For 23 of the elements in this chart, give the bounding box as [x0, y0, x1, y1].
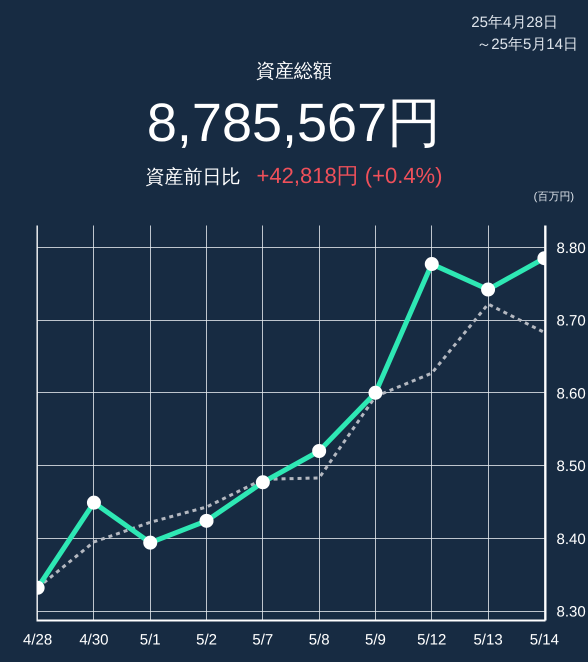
y-tick-label: 8.80	[556, 240, 586, 257]
y-tick-label: 8.50	[556, 458, 586, 476]
chart-title: 資産総額	[255, 60, 333, 84]
x-tick-label: 5/14	[530, 632, 559, 648]
x-tick-label: 5/7	[252, 632, 274, 648]
x-tick-label: 4/30	[79, 632, 109, 648]
y-tick-label: 8.60	[556, 385, 586, 402]
x-tick-label: 5/8	[308, 632, 330, 648]
x-tick-label: 5/12	[417, 632, 446, 648]
x-tick-label: 5/13	[473, 632, 503, 648]
x-tick-label: 5/9	[365, 632, 386, 648]
text: +42,818円 (+0.4%)	[256, 163, 442, 188]
x-tick-label: 4/28	[23, 632, 52, 648]
x-tick-label: 5/2	[196, 632, 217, 648]
y-tick-label: 8.70	[556, 312, 586, 330]
y-axis-title: (百万円)	[534, 190, 574, 205]
text: 資産前日比	[146, 167, 241, 188]
chart-subtitle: 25年4月28日	[471, 13, 558, 33]
text: ～25年5月14日	[476, 35, 578, 55]
y-tick-label: 8.40	[556, 530, 586, 548]
x-tick-label: 5/1	[140, 632, 161, 648]
text: 8,785,567円	[146, 92, 442, 155]
y-tick-label: 8.30	[556, 604, 586, 621]
